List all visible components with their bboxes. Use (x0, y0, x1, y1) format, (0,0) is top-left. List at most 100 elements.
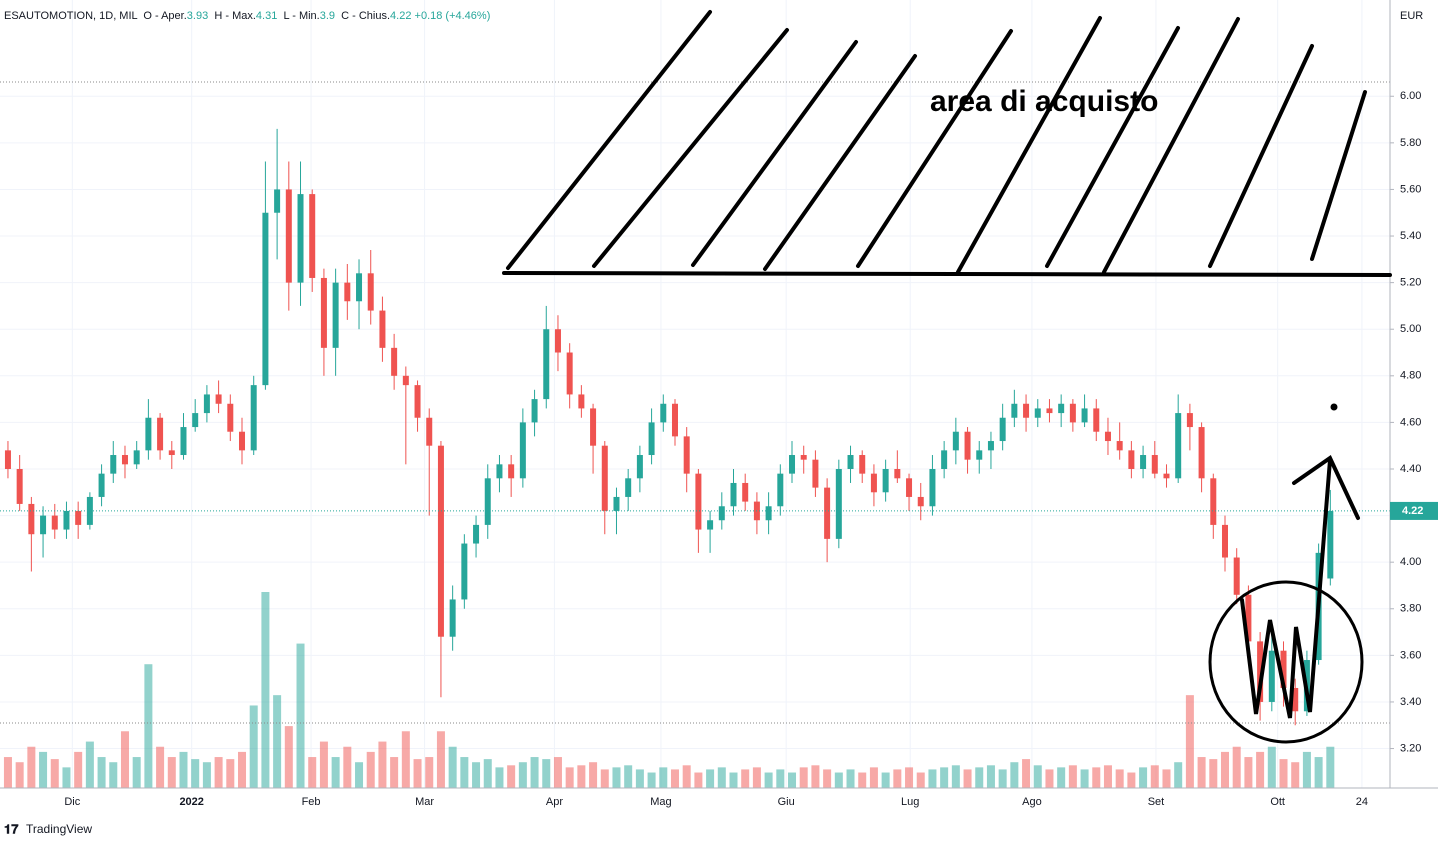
volume-bar (729, 772, 738, 788)
candle-body (391, 347, 398, 376)
candle-body (168, 450, 175, 456)
candle-body (461, 543, 468, 600)
candle-body (63, 510, 70, 530)
candle-body (566, 352, 573, 395)
volume-bar (167, 757, 176, 788)
candle-body (250, 385, 257, 451)
candle-body (765, 506, 772, 521)
volume-bar (1022, 759, 1031, 788)
volume-bar (553, 757, 562, 788)
volume-bar (331, 757, 340, 788)
volume-bar (589, 762, 598, 788)
volume-bar (811, 765, 820, 788)
candle-body (98, 473, 105, 497)
x-tick-label: Giu (778, 796, 795, 808)
candle-body (812, 459, 819, 488)
candle-body (987, 441, 994, 451)
candle-body (1221, 524, 1228, 558)
volume-bar (530, 757, 539, 788)
volume-bar (928, 769, 937, 788)
candle-body (941, 450, 948, 469)
candle-body (274, 189, 281, 213)
candle-body (426, 417, 433, 446)
drawings (502, 10, 1392, 744)
volume-bar (460, 757, 469, 788)
volume-bar (50, 759, 59, 788)
candle-body (51, 515, 58, 530)
volume-bar (1162, 769, 1171, 788)
volume-bar (682, 765, 691, 788)
candle-body (730, 482, 737, 507)
w-pattern (1240, 458, 1332, 719)
y-tick-label: 5.80 (1400, 137, 1421, 149)
volume-bar (472, 762, 481, 788)
x-tick-label: Feb (302, 796, 321, 808)
volume-bar (869, 767, 878, 788)
brand: TradingView (26, 822, 92, 836)
grid (0, 0, 1390, 788)
candle-body (671, 403, 678, 437)
volume-bar (799, 767, 808, 788)
candle-body (1034, 408, 1041, 418)
h-value: 4.31 (255, 10, 278, 22)
volume-bar (249, 705, 258, 788)
y-tick-label: 5.40 (1400, 230, 1421, 242)
candle-body (4, 450, 11, 469)
candle-body (414, 385, 421, 418)
candle-body (894, 468, 901, 479)
brand-logo: 𝟏𝟕 (4, 821, 19, 836)
x-tick-label: Apr (546, 796, 563, 808)
candle-body (437, 445, 444, 637)
candle-body (344, 282, 351, 302)
candle-body (75, 510, 82, 525)
candle-body (192, 413, 199, 428)
volume-bar (1115, 769, 1124, 788)
y-tick-label: 3.80 (1400, 603, 1421, 615)
volume-bar (752, 767, 761, 788)
volume-bar (319, 741, 328, 788)
volume-bar (85, 741, 94, 788)
candle-body (1069, 403, 1076, 423)
volume-bar (1197, 757, 1206, 788)
volume-bar (27, 746, 36, 788)
candle-body (1093, 408, 1100, 432)
candle-body (718, 506, 725, 521)
volume-bar (144, 664, 153, 788)
candle-body (1023, 403, 1030, 418)
candle-body (379, 310, 386, 348)
volume-bar (156, 746, 165, 788)
volume-bar (881, 772, 890, 788)
volume-bar (905, 767, 914, 788)
x-tick-label: Set (1148, 796, 1165, 808)
x-tick-label: 24 (1356, 796, 1368, 808)
volume-bar (62, 767, 71, 788)
candle-body (1163, 473, 1170, 479)
candle-body (110, 455, 117, 474)
volume-bar (1220, 751, 1229, 788)
candle-body (906, 478, 913, 497)
candle-body (508, 464, 515, 479)
volume-bar (483, 759, 492, 788)
candle-body (870, 473, 877, 493)
volume-bar (448, 746, 457, 788)
candle-body (859, 455, 866, 474)
candle-body (707, 520, 714, 530)
candle-body (648, 422, 655, 456)
candle-body (133, 450, 140, 465)
volume-bar (390, 757, 399, 788)
volume-bar (717, 767, 726, 788)
x-tick-label: Dic (64, 796, 80, 808)
volume-bar (741, 769, 750, 788)
candle-body (742, 482, 749, 502)
candle-body (145, 417, 152, 451)
volume-bar (986, 765, 995, 788)
candle-body (180, 427, 187, 456)
volume-bar (191, 759, 200, 788)
y-tick-label: 4.80 (1400, 370, 1421, 382)
volume-bar (202, 762, 211, 788)
volume-bar (261, 592, 270, 788)
candle-body (203, 394, 210, 414)
candle-body (999, 417, 1006, 442)
x-tick-label: 2022 (179, 796, 203, 808)
volume-bar (1209, 759, 1218, 788)
